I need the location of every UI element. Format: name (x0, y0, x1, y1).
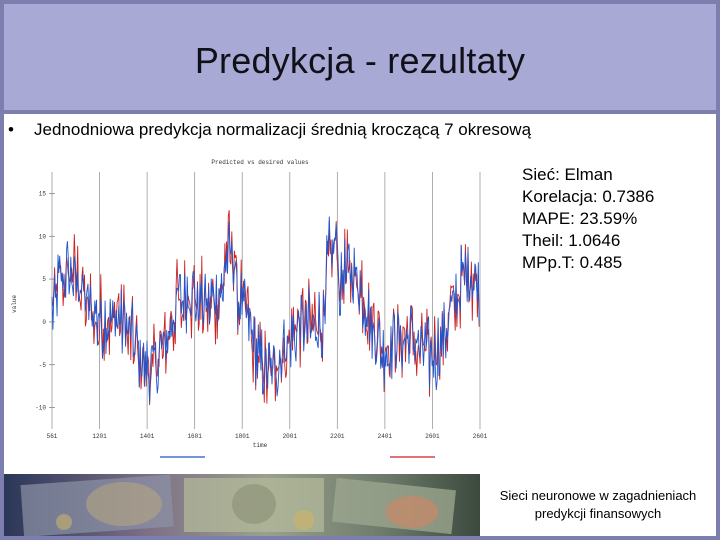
y-axis-label: value (11, 295, 18, 313)
series-line-desired (51, 210, 480, 406)
prediction-chart: Predicted vs desired values 561 1201 1401 1… (10, 154, 510, 474)
y-tick-label: 15 (39, 190, 47, 197)
stat-correlation: Korelacja: 0.7386 (522, 187, 655, 206)
footer-caption-line1: Sieci neuronowe w zagadnieniach (499, 488, 697, 503)
chart-svg: Predicted vs desired values 561 1201 1401 1… (11, 159, 488, 458)
stat-network: Sieć: Elman (522, 165, 613, 184)
stat-mape: MAPE: 23.59% (522, 209, 638, 228)
y-tick-label: 5 (42, 276, 46, 283)
x-tick-label: 1801 (235, 433, 250, 440)
x-axis-label: time (253, 442, 268, 449)
x-tick-label: 1401 (140, 433, 155, 440)
bullet-text: Jednodniowa predykcja normalizacji średn… (34, 120, 532, 139)
bullet-marker: • (8, 120, 14, 139)
series-line-predicted (51, 216, 480, 403)
stats-panel: Sieć: Elman Korelacja: 0.7386 MAPE: 23.5… (522, 164, 654, 274)
grid-lines (49, 172, 481, 429)
y-tick-label: -10 (35, 405, 46, 412)
slide-footer: Sieci neuronowe w zagadnieniach predykcj… (4, 474, 716, 536)
stat-theil: Theil: 1.0646 (522, 231, 621, 250)
stat-mppt: MPp.T: 0.485 (522, 253, 623, 272)
chart-title: Predicted vs desired values (211, 159, 309, 166)
footer-caption: Sieci neuronowe w zagadnieniach predykcj… (480, 474, 716, 536)
y-tick-label: 10 (39, 233, 47, 240)
x-tick-label: 1601 (187, 433, 202, 440)
slide-title: Predykcja - rezultaty (194, 40, 526, 81)
x-tick-label: 1201 (92, 433, 107, 440)
y-tick-label: 0 (42, 319, 46, 326)
title-bar: Predykcja - rezultaty (4, 4, 716, 114)
x-tick-label: 2601 (473, 433, 488, 440)
bullet-item: • Jednodniowa predykcja normalizacji śred… (8, 120, 531, 140)
x-tick-label: 2201 (330, 433, 345, 440)
footer-caption-line2: predykcji finansowych (534, 506, 662, 521)
chart-series (51, 210, 480, 406)
x-tick-label: 2401 (378, 433, 393, 440)
money-banner-image (4, 474, 480, 536)
y-tick-label: -5 (39, 362, 47, 369)
slide-content: • Jednodniowa predykcja normalizacji śred… (4, 114, 716, 474)
tick-labels: 561 1201 1401 1601 1801 2001 2201 2401 2601 2601 1… (35, 190, 487, 440)
x-tick-label: 2001 (283, 433, 298, 440)
x-tick-label: 561 (47, 433, 58, 440)
x-tick-label: 2601 (425, 433, 440, 440)
